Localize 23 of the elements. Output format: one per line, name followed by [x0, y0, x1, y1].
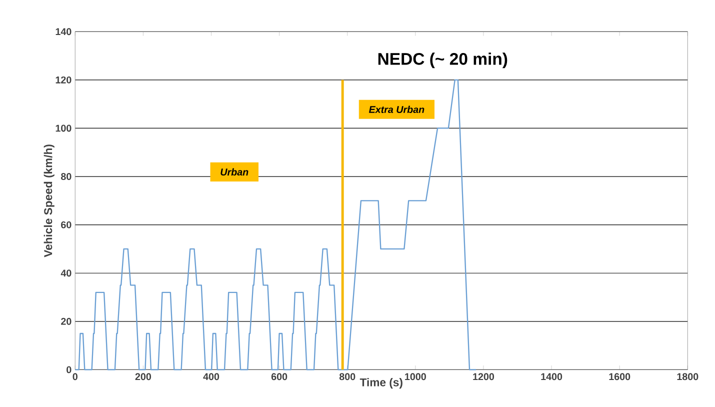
x-tick-label: 400 — [203, 373, 220, 380]
annotation: Urban — [220, 168, 248, 176]
y-tick-label: 40 — [60, 270, 72, 276]
x-tick-label: 1400 — [541, 373, 562, 380]
x-axis-title: Time (s) — [360, 378, 402, 388]
x-tick-label: 1600 — [609, 373, 630, 380]
y-tick-label: 80 — [61, 172, 72, 180]
x-tick-label: 600 — [271, 373, 288, 380]
x-tick-label: 800 — [339, 373, 356, 380]
y-tick-label: 0 — [66, 366, 72, 374]
x-tick-label: 0 — [72, 373, 78, 380]
y-tick-label: 20 — [61, 318, 72, 325]
y-tick-label: 100 — [56, 124, 72, 132]
y-tick-label: 60 — [61, 221, 72, 228]
x-tick-label: 1200 — [473, 373, 494, 380]
text: NEDC (~ 20 min) — [378, 52, 508, 68]
x-tick-label: 200 — [135, 373, 152, 380]
y-tick-label: 140 — [56, 28, 72, 35]
x-tick-label: 1800 — [677, 373, 698, 380]
x-tick-label: 1000 — [405, 373, 426, 380]
y-axis-title: Vehicle Speed (km/h) — [44, 144, 54, 258]
annotation: Extra Urban — [368, 106, 424, 113]
y-tick-label: 120 — [56, 76, 72, 84]
